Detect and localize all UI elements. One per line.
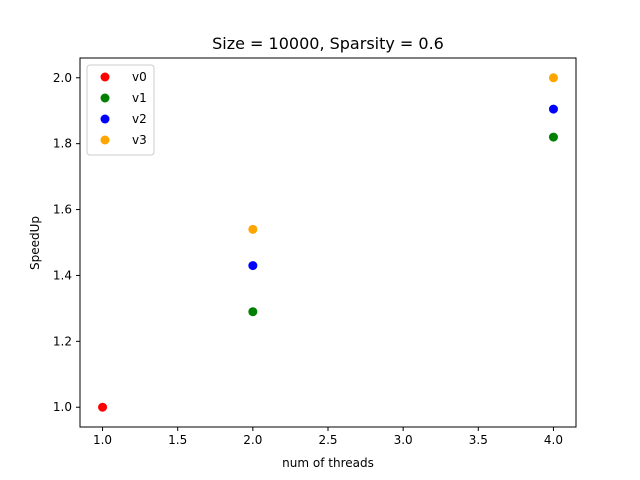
x-tick-label: 1.0 [93, 433, 112, 447]
data-point-v1 [548, 132, 558, 142]
data-points [98, 73, 558, 412]
plot-area: 1.0 1.5 2.0 2.5 3.0 3.5 4.0 1.0 1.2 1.4 1.6 1.8 2.0 [53, 57, 577, 447]
legend-marker-v3 [100, 135, 110, 145]
y-tick-label: 1.2 [53, 334, 72, 348]
legend-box [86, 64, 155, 156]
data-point-v1 [248, 307, 258, 317]
legend-label-v2: v2 [132, 112, 147, 126]
x-tick-label: 4.0 [544, 433, 563, 447]
legend-marker-v0 [100, 72, 110, 82]
data-point-v3 [248, 224, 258, 234]
legend-label-v3: v3 [132, 133, 147, 147]
y-tick-label: 1.4 [53, 268, 72, 282]
data-point-v3 [548, 73, 558, 83]
x-tick-label: 2.5 [318, 433, 337, 447]
x-tick-label: 2.0 [243, 433, 262, 447]
legend-label-v0: v0 [132, 70, 147, 84]
x-tick-label: 3.5 [469, 433, 488, 447]
y-tick-label: 2.0 [53, 71, 72, 85]
y-tick-label: 1.0 [53, 400, 72, 414]
x-axis-label: num of threads [282, 456, 374, 470]
data-point-v2 [248, 261, 258, 271]
x-tick-label: 3.0 [394, 433, 413, 447]
legend-label-v1: v1 [132, 91, 147, 105]
chart-title: Size = 10000, Sparsity = 0.6 [212, 34, 444, 53]
legend-marker-v1 [100, 93, 110, 103]
y-tick-label: 1.6 [53, 203, 72, 217]
data-point-v0 [98, 402, 108, 412]
y-axis-label: SpeedUp [28, 216, 42, 270]
y-axis-ticks: 1.0 1.2 1.4 1.6 1.8 2.0 [53, 71, 80, 414]
data-point-v2 [548, 104, 558, 114]
legend-marker-v2 [100, 114, 110, 124]
x-tick-label: 1.5 [168, 433, 187, 447]
y-tick-label: 1.8 [53, 137, 72, 151]
legend: v0 v1 v2 v3 [86, 64, 155, 156]
x-axis-ticks: 1.0 1.5 2.0 2.5 3.0 3.5 4.0 [93, 427, 563, 447]
